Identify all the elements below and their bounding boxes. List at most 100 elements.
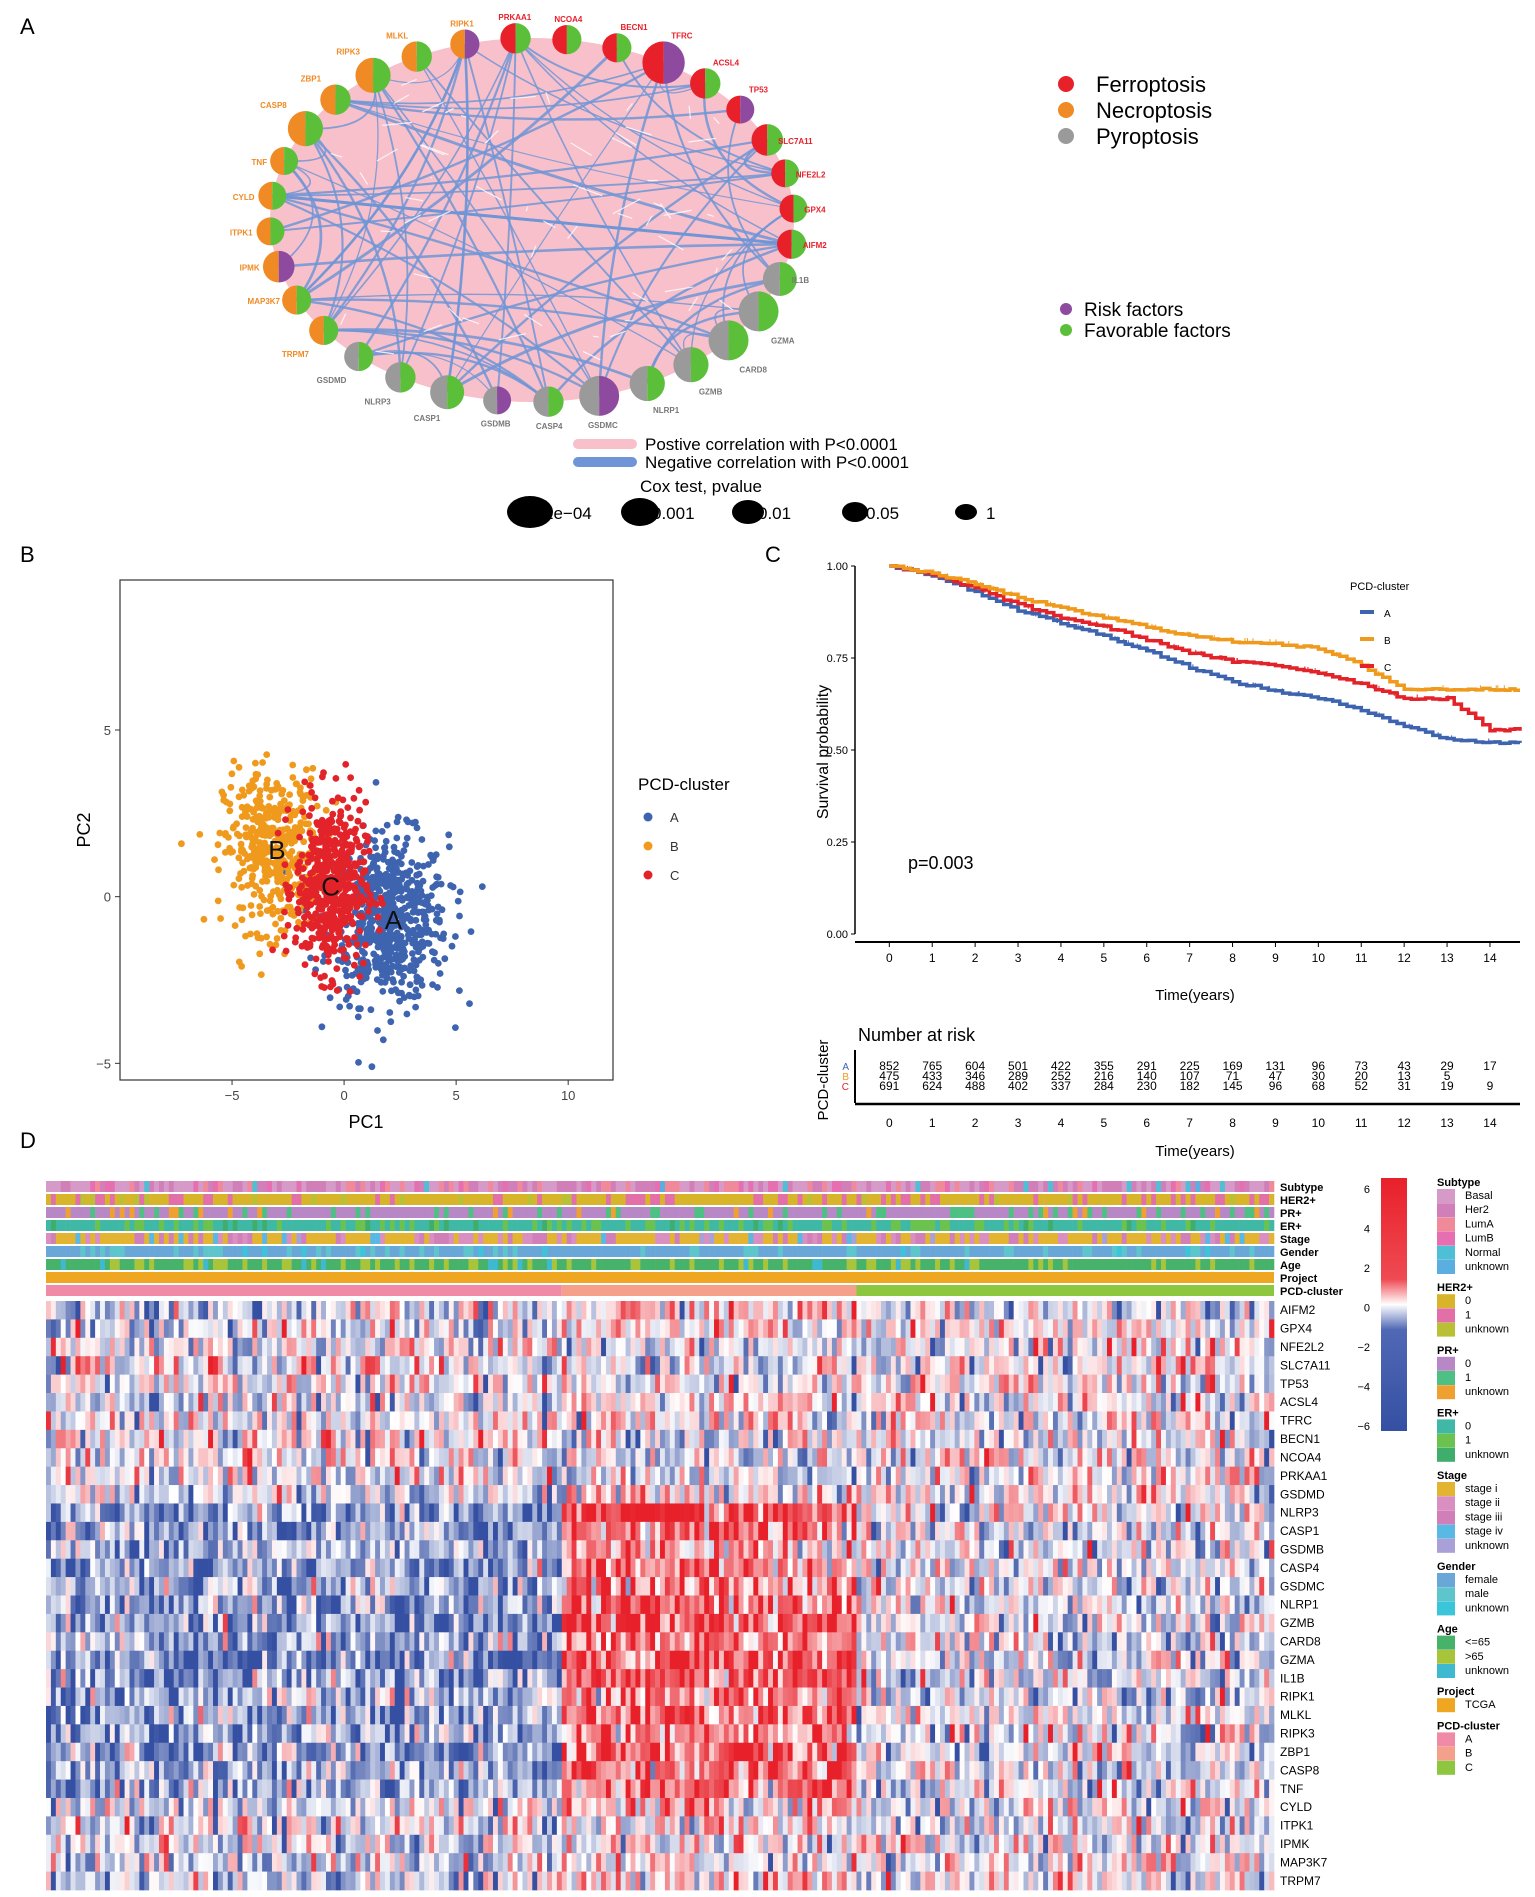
pca-point-c xyxy=(344,804,352,811)
annotation-cell xyxy=(556,1233,563,1244)
annotation-cell xyxy=(625,1259,631,1270)
annotation-cell xyxy=(1102,1207,1108,1218)
pca-point-c xyxy=(362,798,370,806)
annotation-cell xyxy=(812,1207,818,1218)
annotation-cell xyxy=(355,1246,361,1257)
risk-value: 17 xyxy=(1483,1059,1497,1073)
annotation-cell xyxy=(1097,1194,1103,1205)
heatmap-cell xyxy=(389,1301,396,1320)
annotation-cell xyxy=(404,1259,410,1270)
annotation-cell xyxy=(1210,1181,1216,1192)
heatmap-cell xyxy=(979,1337,985,1357)
annotation-cell xyxy=(890,1246,897,1257)
heatmap-cell xyxy=(591,1319,597,1339)
heatmap-cell xyxy=(522,1301,528,1320)
heatmap-cell xyxy=(50,1301,57,1320)
annotation-cell xyxy=(792,1207,798,1218)
heatmap-cell xyxy=(340,1337,346,1357)
pca-point-b xyxy=(226,800,234,808)
annotation-cell xyxy=(399,1246,405,1257)
survival-plot: 0.000.250.500.751.000 1 2 3 4 5 6 7 8 9 10 11 12 13 14… xyxy=(815,561,1522,1160)
annotation-cell xyxy=(714,1233,720,1244)
heatmap-cell xyxy=(100,1319,106,1339)
annotation-cell xyxy=(998,1220,1005,1231)
heatmap-cell xyxy=(782,1319,789,1339)
annotation-cell xyxy=(1067,1220,1073,1231)
heatmap-cell xyxy=(610,1301,617,1320)
heatmap-cell xyxy=(1043,1301,1049,1320)
heatmap-cell xyxy=(748,1301,754,1320)
heatmap-cell xyxy=(424,1301,430,1320)
heatmap-cell xyxy=(1057,1337,1064,1357)
annotation-cell xyxy=(1121,1246,1127,1257)
heatmap-cell xyxy=(871,1301,877,1320)
heatmap-cell xyxy=(55,1356,62,1375)
annotation-cell xyxy=(271,1233,278,1244)
heatmap-cell xyxy=(1082,1337,1088,1357)
annotation-cell xyxy=(841,1181,847,1192)
annotation-cell xyxy=(70,1181,76,1192)
heatmap-cell xyxy=(718,1319,725,1339)
pca-point-c xyxy=(333,987,341,994)
heatmap-cell xyxy=(448,1301,455,1320)
pca-point-c xyxy=(318,816,326,824)
node-type-half xyxy=(344,341,359,372)
positive-edge-gap xyxy=(530,245,537,258)
annotation-cell xyxy=(1102,1181,1108,1192)
annotation-cell xyxy=(129,1181,135,1192)
heatmap-cell xyxy=(1185,1356,1191,1375)
pca-point-b xyxy=(254,771,262,778)
annotation-cell xyxy=(822,1220,828,1231)
heatmap-cell xyxy=(60,1319,66,1339)
annotation-cell xyxy=(468,1259,474,1270)
annotation-cell xyxy=(1028,1194,1034,1205)
positive-edge-gap xyxy=(659,203,672,219)
heatmap-cell xyxy=(394,1301,401,1320)
annotation-cell xyxy=(817,1259,823,1270)
annotation-cell xyxy=(1008,1194,1014,1205)
annotation-cell xyxy=(979,1233,985,1244)
risk-value: 31 xyxy=(1397,1079,1411,1093)
pca-point-c xyxy=(311,794,319,802)
annotation-cell xyxy=(1082,1207,1088,1218)
annotation-cell xyxy=(65,1246,71,1257)
annotation-cell xyxy=(134,1259,140,1270)
annotation-cell xyxy=(645,1246,651,1257)
annotation-cell xyxy=(527,1194,533,1205)
network-node-becn1: BECN1 xyxy=(602,23,648,63)
heatmap-cell xyxy=(679,1301,685,1320)
heatmap-cell xyxy=(664,1356,671,1375)
heatmap-cell xyxy=(1136,1337,1142,1357)
annotation-cell xyxy=(866,1246,872,1257)
annotation-cell xyxy=(979,1246,985,1257)
heatmap-cell xyxy=(871,1319,877,1339)
heatmap-cell xyxy=(876,1319,882,1339)
heatmap-cell xyxy=(910,1337,916,1357)
heatmap-cell xyxy=(669,1319,676,1339)
annotation-cell xyxy=(969,1259,975,1270)
pca-point-a xyxy=(430,956,438,964)
annotation-cell xyxy=(1229,1181,1235,1192)
annotation-cell xyxy=(738,1233,744,1244)
heatmap-cell xyxy=(399,1374,405,1394)
annotation-cell xyxy=(547,1194,553,1205)
heatmap-cell xyxy=(419,1356,425,1375)
annotation-cell xyxy=(733,1259,739,1270)
heatmap-cell xyxy=(1043,1337,1049,1357)
node-factor-half xyxy=(447,375,465,410)
pca-point-b xyxy=(227,783,235,791)
annotation-cell xyxy=(443,1259,450,1270)
heatmap-cell xyxy=(409,1319,415,1339)
heatmap-cell xyxy=(1023,1319,1029,1339)
annotation-cell xyxy=(438,1181,445,1192)
pca-point-b xyxy=(220,796,228,804)
pca-point-a xyxy=(402,841,410,848)
heatmap-cell xyxy=(217,1319,224,1339)
annotation-cell xyxy=(154,1181,160,1192)
heatmap-cell xyxy=(718,1301,725,1320)
heatmap-cell xyxy=(316,1301,322,1320)
annotation-cell xyxy=(748,1194,754,1205)
annotation-cell xyxy=(1205,1246,1211,1257)
heatmap-cell xyxy=(1052,1319,1059,1339)
annotation-cell xyxy=(1151,1207,1157,1218)
